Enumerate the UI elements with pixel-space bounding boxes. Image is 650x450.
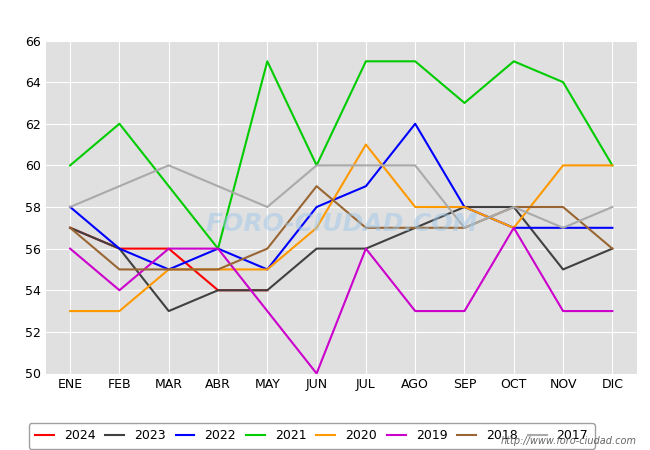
Text: http://www.foro-ciudad.com: http://www.foro-ciudad.com [501,436,637,446]
Text: FORO-CIUDAD.COM: FORO-CIUDAD.COM [205,212,478,236]
Legend: 2024, 2023, 2022, 2021, 2020, 2019, 2018, 2017: 2024, 2023, 2022, 2021, 2020, 2019, 2018… [29,423,595,449]
Text: Afiliados en Almatret a 31/5/2024: Afiliados en Almatret a 31/5/2024 [173,9,477,27]
